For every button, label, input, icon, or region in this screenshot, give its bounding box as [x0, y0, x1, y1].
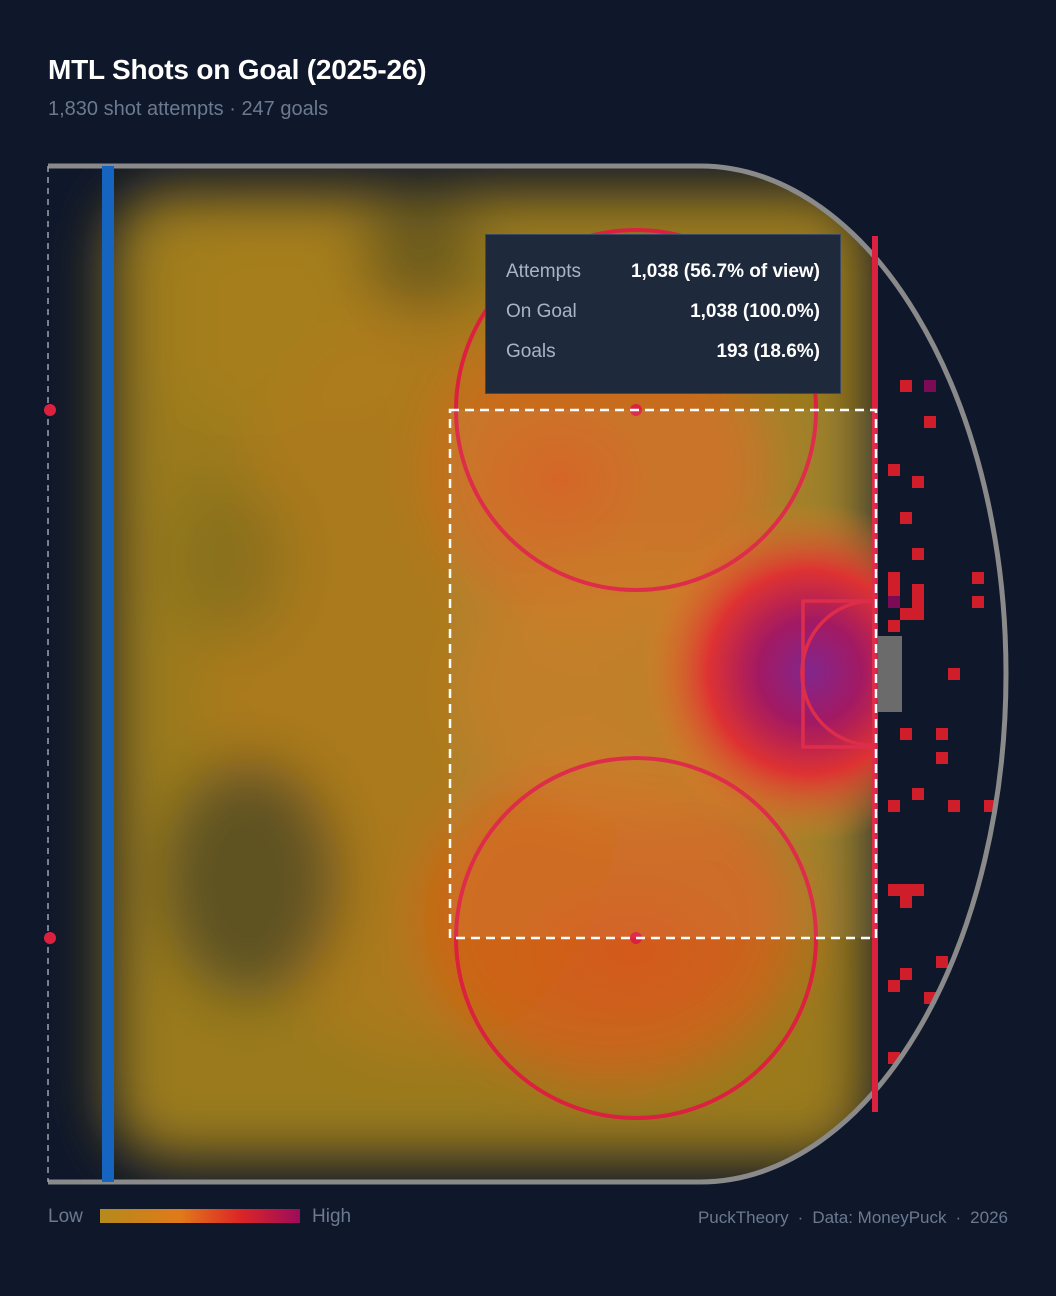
- legend-high-label: High: [312, 1206, 352, 1227]
- tooltip-label: Attempts: [506, 261, 581, 282]
- page-subtitle: 1,830 shot attempts · 247 goals: [48, 98, 329, 120]
- legend-color-scale: [100, 1209, 300, 1223]
- goal-net: [878, 636, 902, 712]
- tooltip-value: 1,038 (100.0%): [690, 301, 820, 322]
- tooltip-row-attempts: Attempts 1,038 (56.7% of view): [506, 261, 820, 301]
- tooltip-value: 193 (18.6%): [716, 341, 820, 362]
- neutral-dot-bottom: [44, 932, 56, 944]
- footer-brand: PuckTheory: [697, 1208, 789, 1227]
- behind-net-shots: [888, 380, 996, 1064]
- rink-boards: [48, 163, 1009, 1185]
- crease-arc: [800, 599, 873, 747]
- tooltip-label: Goals: [506, 341, 556, 362]
- tooltip-value: 1,038 (56.7% of view): [630, 261, 820, 282]
- tooltip-label: On Goal: [506, 301, 577, 322]
- tooltip-row-on-goal: On Goal 1,038 (100.0%): [506, 301, 820, 341]
- footer-year: 2026: [970, 1208, 1008, 1227]
- blue-line: [102, 166, 114, 1182]
- neutral-dot-top: [44, 404, 56, 416]
- footer-source: Data: MoneyPuck: [812, 1208, 947, 1227]
- legend-low-label: Low: [48, 1206, 83, 1227]
- selection-box[interactable]: [448, 408, 878, 940]
- footer-credits: PuckTheory · Data: MoneyPuck · 2026: [697, 1208, 1008, 1227]
- page-title: MTL Shots on Goal (2025-26): [48, 54, 427, 85]
- selection-tooltip: Attempts 1,038 (56.7% of view) On Goal 1…: [485, 234, 841, 394]
- tooltip-row-goals: Goals 193 (18.6%): [506, 341, 820, 381]
